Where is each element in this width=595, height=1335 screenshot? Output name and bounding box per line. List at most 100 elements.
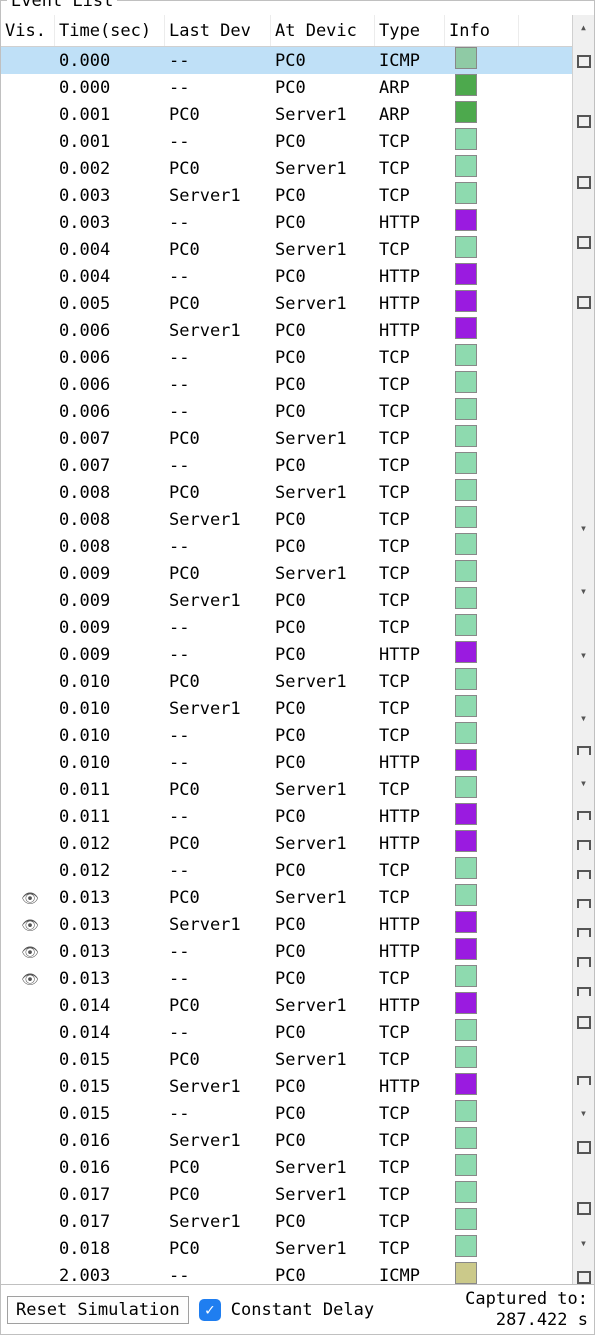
table-row[interactable]: 0.006--PC0TCP — [1, 344, 572, 371]
table-row[interactable]: 0.004PC0Server1TCP — [1, 236, 572, 263]
info-cell[interactable] — [445, 182, 519, 209]
info-cell[interactable] — [445, 1046, 519, 1073]
table-row[interactable]: 0.009--PC0TCP — [1, 614, 572, 641]
table-row[interactable]: 0.009Server1PC0TCP — [1, 587, 572, 614]
info-cell[interactable] — [445, 1208, 519, 1235]
table-row[interactable]: 0.008Server1PC0TCP — [1, 506, 572, 533]
info-cell[interactable] — [445, 749, 519, 776]
table-row[interactable]: 0.012PC0Server1HTTP — [1, 830, 572, 857]
table-row[interactable]: 0.011--PC0HTTP — [1, 803, 572, 830]
info-cell[interactable] — [445, 1019, 519, 1046]
info-cell[interactable] — [445, 290, 519, 317]
info-cell[interactable] — [445, 506, 519, 533]
header-info[interactable]: Info — [445, 15, 519, 46]
table-row[interactable]: 0.006--PC0TCP — [1, 398, 572, 425]
info-cell[interactable] — [445, 1262, 519, 1284]
vis-cell[interactable]: 👁 — [1, 942, 55, 962]
table-row[interactable]: 0.010--PC0HTTP — [1, 749, 572, 776]
info-cell[interactable] — [445, 830, 519, 857]
info-cell[interactable] — [445, 74, 519, 101]
reset-simulation-button[interactable]: Reset Simulation — [7, 1296, 189, 1324]
info-cell[interactable] — [445, 155, 519, 182]
table-row[interactable]: 0.010Server1PC0TCP — [1, 695, 572, 722]
info-cell[interactable] — [445, 803, 519, 830]
table-row[interactable]: 👁0.013PC0Server1TCP — [1, 884, 572, 911]
header-vis[interactable]: Vis. — [1, 15, 55, 46]
info-cell[interactable] — [445, 236, 519, 263]
vis-cell[interactable]: 👁 — [1, 915, 55, 935]
info-cell[interactable] — [445, 938, 519, 965]
info-cell[interactable] — [445, 344, 519, 371]
table-row[interactable]: 👁0.013Server1PC0HTTP — [1, 911, 572, 938]
header-at[interactable]: At Devic — [271, 15, 375, 46]
table-row[interactable]: 0.005PC0Server1HTTP — [1, 290, 572, 317]
table-row[interactable]: 0.001PC0Server1ARP — [1, 101, 572, 128]
table-row[interactable]: 0.004--PC0HTTP — [1, 263, 572, 290]
table-row[interactable]: 0.009PC0Server1TCP — [1, 560, 572, 587]
table-row[interactable]: 0.012--PC0TCP — [1, 857, 572, 884]
table-row[interactable]: 0.003--PC0HTTP — [1, 209, 572, 236]
constant-delay-checkbox[interactable]: ✓ — [199, 1299, 221, 1321]
info-cell[interactable] — [445, 1154, 519, 1181]
info-cell[interactable] — [445, 614, 519, 641]
info-cell[interactable] — [445, 1127, 519, 1154]
info-cell[interactable] — [445, 1100, 519, 1127]
info-cell[interactable] — [445, 398, 519, 425]
vis-cell[interactable]: 👁 — [1, 969, 55, 989]
info-cell[interactable] — [445, 317, 519, 344]
table-row[interactable]: 👁0.013--PC0TCP — [1, 965, 572, 992]
info-cell[interactable] — [445, 1073, 519, 1100]
info-cell[interactable] — [445, 479, 519, 506]
table-row[interactable]: 0.014--PC0TCP — [1, 1019, 572, 1046]
info-cell[interactable] — [445, 1181, 519, 1208]
header-last[interactable]: Last Dev — [165, 15, 271, 46]
info-cell[interactable] — [445, 722, 519, 749]
table-row[interactable]: 0.015Server1PC0HTTP — [1, 1073, 572, 1100]
table-row[interactable]: 👁0.013--PC0HTTP — [1, 938, 572, 965]
vis-cell[interactable]: 👁 — [1, 888, 55, 908]
info-cell[interactable] — [445, 533, 519, 560]
table-row[interactable]: 0.007--PC0TCP — [1, 452, 572, 479]
table-row[interactable]: 0.000--PC0ICMP — [1, 47, 572, 74]
table-row[interactable]: 0.010PC0Server1TCP — [1, 668, 572, 695]
info-cell[interactable] — [445, 425, 519, 452]
header-time[interactable]: Time(sec) — [55, 15, 165, 46]
table-row[interactable]: 2.003--PC0ICMP — [1, 1262, 572, 1284]
table-row[interactable]: 0.017Server1PC0TCP — [1, 1208, 572, 1235]
info-cell[interactable] — [445, 101, 519, 128]
info-cell[interactable] — [445, 47, 519, 74]
table-row[interactable]: 0.007PC0Server1TCP — [1, 425, 572, 452]
table-row[interactable]: 0.000--PC0ARP — [1, 74, 572, 101]
info-cell[interactable] — [445, 776, 519, 803]
info-cell[interactable] — [445, 371, 519, 398]
info-cell[interactable] — [445, 1235, 519, 1262]
header-type[interactable]: Type — [375, 15, 445, 46]
table-row[interactable]: 0.017PC0Server1TCP — [1, 1181, 572, 1208]
info-cell[interactable] — [445, 560, 519, 587]
table-row[interactable]: 0.006Server1PC0HTTP — [1, 317, 572, 344]
table-row[interactable]: 0.001--PC0TCP — [1, 128, 572, 155]
table-row[interactable]: 0.016Server1PC0TCP — [1, 1127, 572, 1154]
table-row[interactable]: 0.015PC0Server1TCP — [1, 1046, 572, 1073]
info-cell[interactable] — [445, 884, 519, 911]
info-cell[interactable] — [445, 641, 519, 668]
info-cell[interactable] — [445, 452, 519, 479]
table-row[interactable]: 0.006--PC0TCP — [1, 371, 572, 398]
info-cell[interactable] — [445, 857, 519, 884]
table-row[interactable]: 0.010--PC0TCP — [1, 722, 572, 749]
info-cell[interactable] — [445, 128, 519, 155]
table-row[interactable]: 0.018PC0Server1TCP — [1, 1235, 572, 1262]
table-row[interactable]: 0.003Server1PC0TCP — [1, 182, 572, 209]
info-cell[interactable] — [445, 992, 519, 1019]
table-row[interactable]: 0.011PC0Server1TCP — [1, 776, 572, 803]
info-cell[interactable] — [445, 263, 519, 290]
table-row[interactable]: 0.014PC0Server1HTTP — [1, 992, 572, 1019]
info-cell[interactable] — [445, 695, 519, 722]
right-scroll-gutter[interactable]: ▴▾▾▾▾▾▾▾ — [572, 15, 594, 1284]
info-cell[interactable] — [445, 668, 519, 695]
info-cell[interactable] — [445, 587, 519, 614]
table-row[interactable]: 0.009--PC0HTTP — [1, 641, 572, 668]
table-row[interactable]: 0.008--PC0TCP — [1, 533, 572, 560]
table-row[interactable]: 0.016PC0Server1TCP — [1, 1154, 572, 1181]
info-cell[interactable] — [445, 209, 519, 236]
